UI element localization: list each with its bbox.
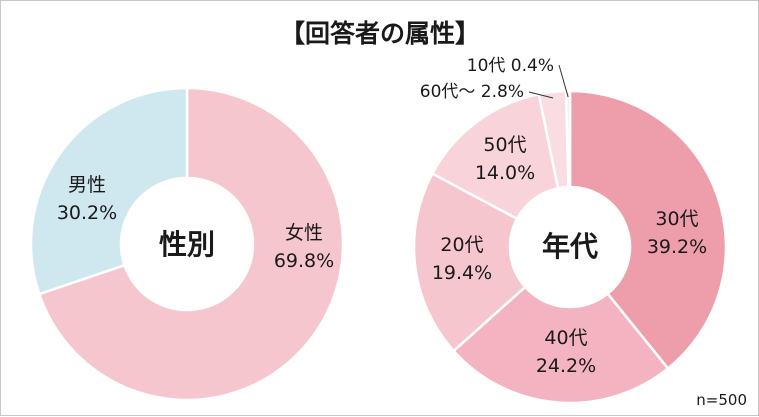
slice-label-40s: 40代 24.2% [536, 327, 596, 377]
pie-slice-male [29, 86, 189, 296]
pie-slice-40s [451, 285, 670, 405]
leader-line-10s [558, 64, 569, 98]
slice-label-male: 男性 30.2% [57, 174, 117, 224]
slice-label-50s: 50代 14.0% [475, 134, 535, 184]
pie-slice-10s [564, 89, 572, 189]
slice-label-20s: 20代 19.4% [432, 234, 492, 284]
slice-label-10s: 10代 0.4% [467, 56, 554, 76]
pie-slice-female [37, 86, 345, 402]
pie-slice-20s [412, 171, 528, 353]
sample-size-note: n=500 [696, 391, 747, 409]
gender-donut [29, 86, 345, 402]
chart-title: 【回答者の属性】 [280, 19, 480, 48]
pie-slice-50s [430, 92, 560, 221]
slice-labels: 女性 69.8% 男性 30.2% 30代 39.2% 40代 24.2% 20代 19.4% 50… [57, 56, 707, 377]
gender-center-label: 性別 [159, 228, 215, 261]
leader-line-60s-plus [528, 91, 554, 99]
slice-label-female: 女性 69.8% [274, 222, 334, 272]
pie-slice-30s [568, 89, 728, 371]
slice-label-30s: 30代 39.2% [647, 208, 707, 258]
age-center-label: 年代 [542, 230, 598, 263]
slice-label-60s-plus: 60代～ 2.8% [420, 82, 524, 102]
age-donut [412, 89, 728, 405]
